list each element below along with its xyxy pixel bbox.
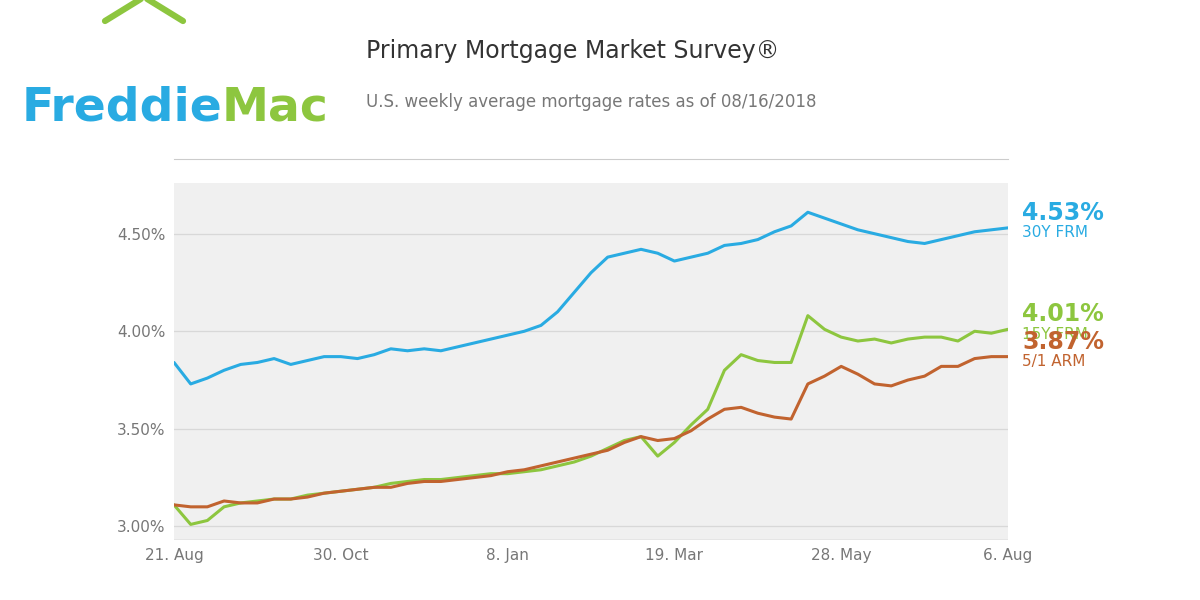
Text: 4.53%: 4.53% — [1022, 201, 1104, 225]
Text: 3.87%: 3.87% — [1022, 329, 1104, 353]
Text: Freddie: Freddie — [22, 85, 222, 131]
Text: Primary Mortgage Market Survey®: Primary Mortgage Market Survey® — [366, 39, 779, 63]
Text: Mac: Mac — [222, 85, 329, 131]
Text: 30Y FRM: 30Y FRM — [1022, 225, 1088, 240]
Text: 5/1 ARM: 5/1 ARM — [1022, 354, 1086, 369]
Text: 15Y FRM: 15Y FRM — [1022, 326, 1088, 341]
Text: U.S. weekly average mortgage rates as of 08/16/2018: U.S. weekly average mortgage rates as of… — [366, 93, 816, 111]
Text: 4.01%: 4.01% — [1022, 302, 1104, 326]
